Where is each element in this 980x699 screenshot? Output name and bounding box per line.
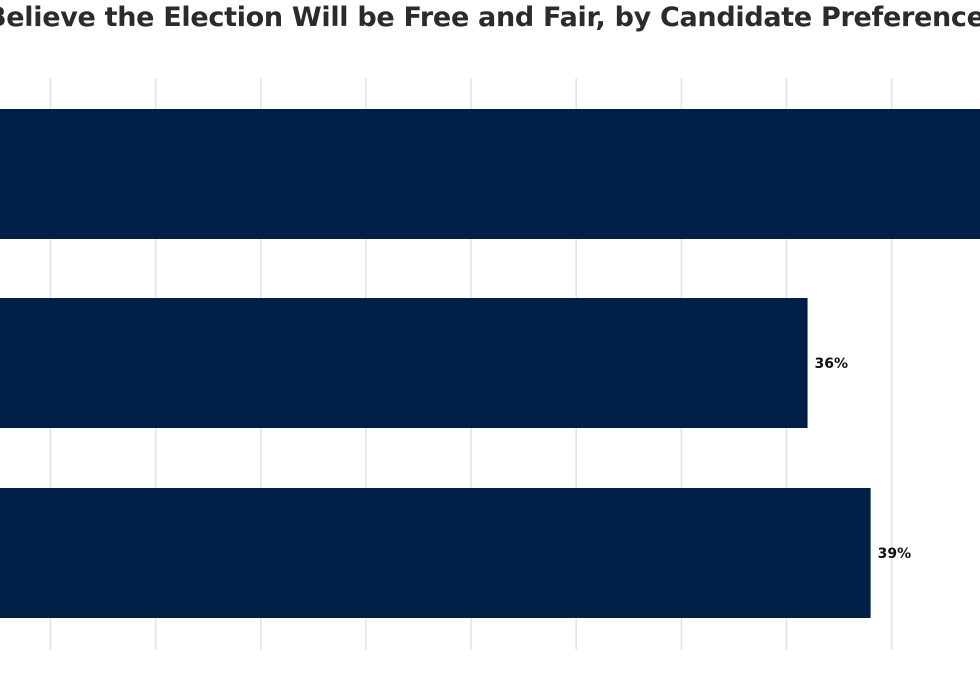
bar-1 — [0, 298, 808, 428]
bars — [0, 109, 980, 618]
bar-2 — [0, 488, 871, 618]
bar-0 — [0, 109, 980, 239]
data-label-1: 36% — [815, 356, 849, 372]
data-label-2: 39% — [878, 546, 912, 562]
data-labels: 36% 39% — [815, 356, 912, 562]
chart-title: Believe the Election Will be Free and Fa… — [0, 2, 980, 33]
